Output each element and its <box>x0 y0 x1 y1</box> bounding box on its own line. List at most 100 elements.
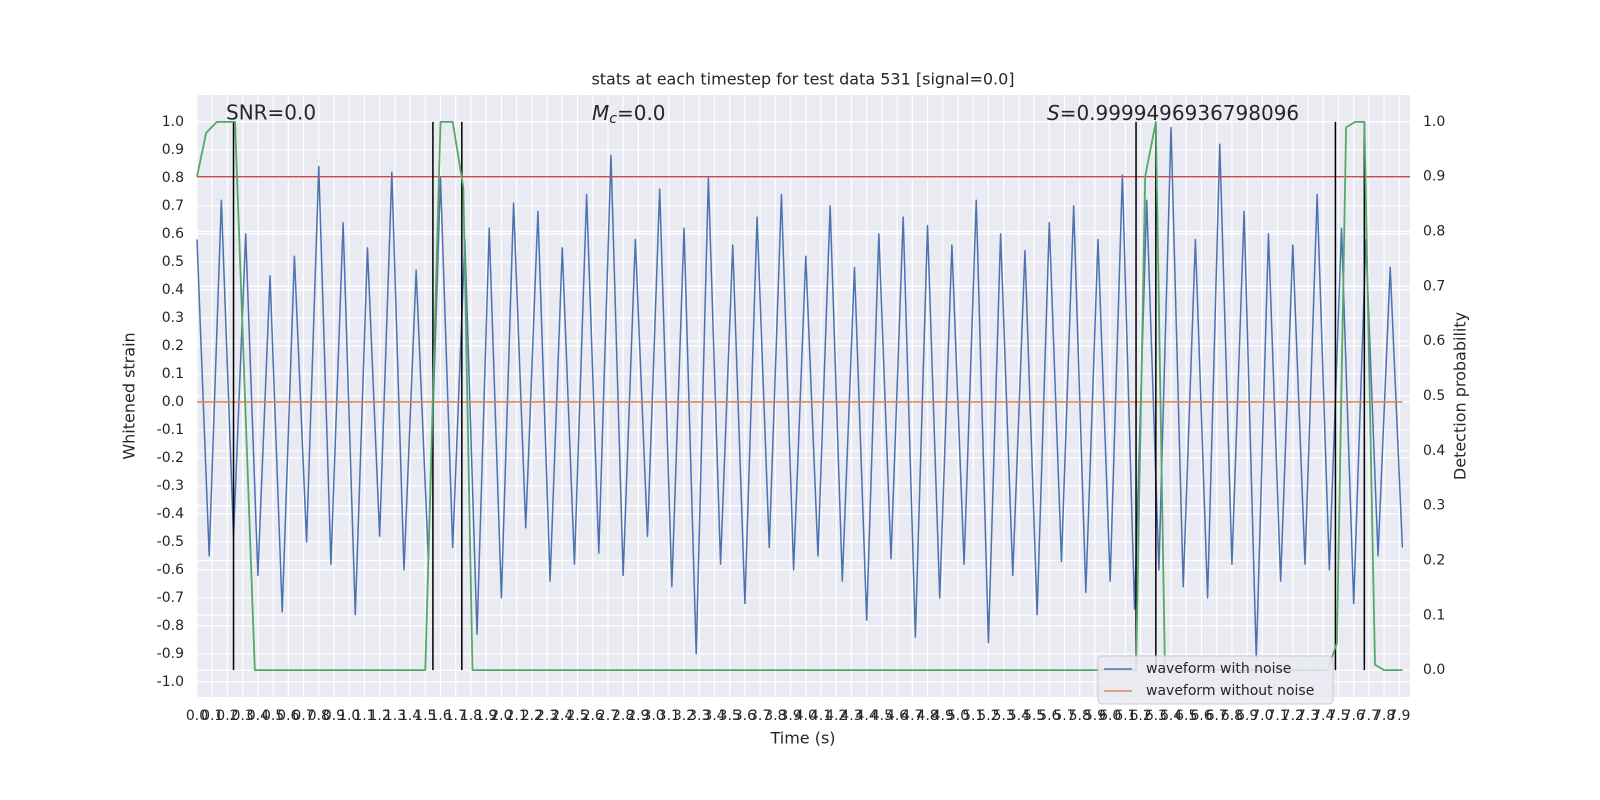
x-tick-label: 6.0 <box>1099 708 1121 724</box>
line-series <box>196 126 1404 661</box>
x-tick-label: 5.3 <box>993 708 1015 724</box>
x-tick-label: 4.6 <box>886 708 908 724</box>
y-tick-label: -0.3 <box>157 478 184 494</box>
x-tick-label: 7.8 <box>1373 708 1395 724</box>
x-tick-label: 2.5 <box>566 708 588 724</box>
x-tick-label: 3.2 <box>673 708 695 724</box>
x-tick-label: 7.1 <box>1266 708 1288 724</box>
x-tick-label: 0.2 <box>216 708 238 724</box>
y-tick-label: 0.4 <box>162 282 184 298</box>
chart-title: stats at each timestep for test data 531… <box>591 70 1014 89</box>
y2-tick-label: 0.6 <box>1423 333 1445 349</box>
x-axis-label: Time (s) <box>769 729 835 748</box>
x-tick-label: 1.7 <box>445 708 467 724</box>
x-tick-label: 0.8 <box>308 708 330 724</box>
legend-label: waveform with noise <box>1146 661 1291 677</box>
annotation-text: =0.9999496936798096 <box>1060 101 1299 125</box>
x-tick-label: 1.9 <box>475 708 497 724</box>
x-tick-label: 5.5 <box>1023 708 1045 724</box>
x-tick-label: 6.9 <box>1236 708 1258 724</box>
annotation: S=0.9999496936798096 <box>1047 101 1299 125</box>
x-tick-label: 4.8 <box>916 708 938 724</box>
y2-tick-label: 0.1 <box>1423 607 1445 623</box>
x-tick-label: 3.8 <box>764 708 786 724</box>
y2-tick-label: 1.0 <box>1423 114 1445 130</box>
x-tick-label: 7.7 <box>1358 708 1380 724</box>
x-tick-label: 1.8 <box>460 708 482 724</box>
x-tick-label: 2.6 <box>582 708 604 724</box>
annotation-subscript: c <box>609 111 617 127</box>
x-tick-label: 5.1 <box>962 708 984 724</box>
x-tick-label: 0.6 <box>277 708 299 724</box>
x-tick-label: 5.2 <box>977 708 999 724</box>
y-axis-label: Whitened strain <box>120 332 139 459</box>
x-tick-label: 5.9 <box>1084 708 1106 724</box>
y-tick-label: 0.0 <box>162 394 184 410</box>
x-tick-label: 7.4 <box>1312 708 1334 724</box>
grid <box>196 95 1410 697</box>
y-tick-label: -0.2 <box>157 450 184 466</box>
y2-tick-label: 0.9 <box>1423 169 1445 185</box>
x-tick-label: 3.9 <box>779 708 801 724</box>
labels: 0.00.10.20.30.40.50.60.70.80.91.01.11.21… <box>157 114 1446 724</box>
x-tick-label: 6.3 <box>1145 708 1167 724</box>
annotation-symbol: S <box>1047 101 1060 125</box>
legend: waveform with noise waveform without nois… <box>1097 655 1334 705</box>
x-tick-label: 7.5 <box>1327 708 1349 724</box>
x-tick-label: 0.7 <box>292 708 314 724</box>
x-tick-label: 1.0 <box>338 708 360 724</box>
x-tick-label: 0.9 <box>323 708 345 724</box>
y2-tick-label: 0.7 <box>1423 278 1445 294</box>
y-tick-label: 0.7 <box>162 198 184 214</box>
x-tick-label: 6.7 <box>1206 708 1228 724</box>
x-tick-label: 4.4 <box>856 708 878 724</box>
x-tick-label: 4.5 <box>871 708 893 724</box>
x-tick-label: 6.2 <box>1129 708 1151 724</box>
marks <box>196 120 1410 672</box>
x-tick-label: 2.8 <box>612 708 634 724</box>
x-tick-label: 1.4 <box>399 708 421 724</box>
x-tick-label: 0.5 <box>262 708 284 724</box>
y-tick-label: 0.9 <box>162 142 184 158</box>
annotation: SNR=0.0 <box>226 101 316 125</box>
y-tick-label: 0.6 <box>162 226 184 242</box>
x-tick-label: 6.4 <box>1160 708 1182 724</box>
y2-tick-label: 0.8 <box>1423 224 1445 240</box>
legend-box <box>1097 655 1334 705</box>
x-tick-label: 3.6 <box>734 708 756 724</box>
x-tick-label: 4.7 <box>901 708 923 724</box>
y-tick-label: -0.9 <box>157 646 184 662</box>
x-tick-label: 2.3 <box>536 708 558 724</box>
x-tick-label: 7.0 <box>1251 708 1273 724</box>
x-tick-label: 5.6 <box>1038 708 1060 724</box>
y-tick-label: -0.5 <box>157 534 184 550</box>
x-tick-label: 6.6 <box>1190 708 1212 724</box>
x-tick-label: 1.5 <box>414 708 436 724</box>
x-tick-label: 2.0 <box>490 708 512 724</box>
x-tick-label: 5.7 <box>1053 708 1075 724</box>
y-tick-label: 0.5 <box>162 254 184 270</box>
x-tick-label: 2.4 <box>551 708 573 724</box>
annotation: Mc=0.0 <box>592 101 666 128</box>
x-tick-label: 3.7 <box>749 708 771 724</box>
x-tick-label: 1.2 <box>369 708 391 724</box>
y2-tick-label: 0.2 <box>1423 552 1445 568</box>
y2-axis-label: Detection probability <box>1451 312 1470 480</box>
x-tick-label: 4.0 <box>795 708 817 724</box>
x-tick-label: 1.3 <box>384 708 406 724</box>
x-tick-label: 7.3 <box>1297 708 1319 724</box>
x-tick-label: 5.4 <box>1008 708 1030 724</box>
y-tick-label: -0.6 <box>157 562 184 578</box>
x-tick-label: 3.0 <box>642 708 664 724</box>
annotation-text: =0.0 <box>617 101 666 125</box>
y-tick-label: -0.4 <box>157 506 184 522</box>
x-tick-label: 2.9 <box>627 708 649 724</box>
x-tick-label: 3.4 <box>703 708 725 724</box>
y-tick-label: -0.7 <box>157 590 184 606</box>
y-tick-label: 1.0 <box>162 114 184 130</box>
x-tick-label: 3.3 <box>688 708 710 724</box>
x-tick-label: 2.7 <box>597 708 619 724</box>
x-tick-label: 0.4 <box>247 708 269 724</box>
x-tick-label: 4.9 <box>932 708 954 724</box>
